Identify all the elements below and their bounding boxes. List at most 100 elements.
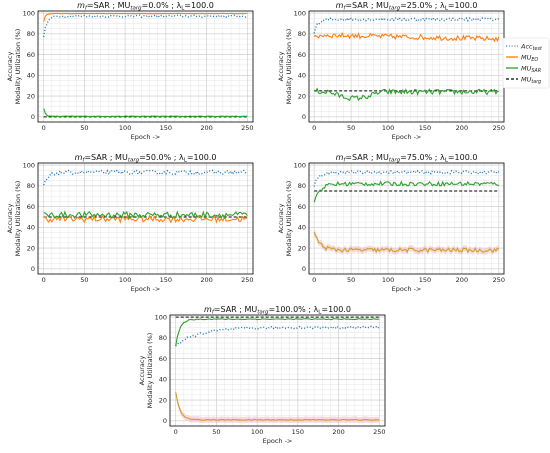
x-axis-label: Epoch -> [131,285,161,293]
x-tick-label: 0 [42,276,46,284]
x-tick-label: 50 [80,276,88,284]
y-axis-label: AccuracyModality Utilization (%) [6,29,22,105]
y-tick-label: 20 [298,92,306,100]
chart-title: mf=SAR ; MUtarg=25.0% ; λL=100.0 [336,1,478,12]
x-tick-label: 100 [119,124,131,132]
x-tick-label: 200 [456,276,468,284]
chart-panel-5: 0 50 100 150 200 250 0 20 40 60 80 100 mf=SAR ; MUta… [138,305,386,445]
y-tick-label: 80 [159,334,167,342]
y-tick-label: 0 [302,113,306,121]
plot-frame [37,10,254,123]
y-axis-label: AccuracyModality Utilization (%) [277,181,293,257]
y-tick-label: 80 [27,30,35,38]
x-tick-label: 100 [382,276,394,284]
y-tick-label: 100 [23,161,35,169]
x-axis-label: Epoch -> [392,285,422,293]
x-tick-label: 200 [332,428,344,436]
y-tick-label: 40 [298,72,306,80]
legend-label-mu_eo: MUEO [521,53,538,63]
y-tick-label: 100 [294,161,306,169]
x-tick-label: 0 [174,428,178,436]
plot-frame [37,162,254,275]
y-tick-label: 20 [27,244,35,252]
y-tick-label: 40 [27,72,35,80]
x-tick-label: 200 [200,276,212,284]
legend-label-acc_test: Acctest [520,42,543,52]
y-tick-label: 0 [31,265,35,273]
mu-sar-line [313,180,499,203]
x-tick-label: 50 [347,124,355,132]
x-tick-label: 250 [241,124,253,132]
y-tick-label: 40 [159,376,167,384]
chart-panel-2: 0 50 100 150 200 250 0 20 40 60 80 100 mf=SAR ; MUta… [277,1,505,141]
y-tick-label: 80 [27,182,35,190]
x-tick-label: 100 [251,428,263,436]
x-tick-label: 250 [493,124,505,132]
y-axis-label: AccuracyModality Utilization (%) [6,181,22,257]
mu-eo-line [175,392,380,421]
x-tick-label: 50 [347,276,355,284]
x-tick-label: 200 [456,124,468,132]
x-axis-label: Epoch -> [131,133,161,141]
y-tick-label: 0 [31,113,35,121]
chart-title: mf=SAR ; MUtarg=75.0% ; λL=100.0 [336,153,478,164]
y-tick-label: 20 [27,92,35,100]
x-tick-label: 0 [42,124,46,132]
y-axis-label: AccuracyModality Utilization (%) [277,29,293,105]
y-tick-label: 100 [23,9,35,17]
y-tick-label: 60 [27,203,35,211]
plot-frame [308,162,505,275]
y-tick-label: 60 [27,51,35,59]
y-tick-label: 100 [294,9,306,17]
mu-eo-line [43,214,248,224]
y-tick-label: 60 [298,203,306,211]
y-tick-label: 80 [298,182,306,190]
x-tick-label: 100 [382,124,394,132]
x-tick-label: 150 [419,276,431,284]
x-tick-label: 250 [373,428,385,436]
y-tick-label: 100 [155,313,167,321]
x-axis-label: Epoch -> [392,133,422,141]
x-tick-label: 0 [312,124,316,132]
acc-test-line [43,14,248,38]
y-tick-label: 60 [298,51,306,59]
chart-title: mf=SAR ; MUtarg=50.0% ; λL=100.0 [75,153,217,164]
x-tick-label: 50 [212,428,220,436]
legend-label-mu_targ: MUtarg [521,75,541,85]
mu-sar-line [175,318,380,347]
y-tick-label: 20 [159,396,167,404]
x-tick-label: 150 [160,124,172,132]
chart-panel-3: 0 50 100 150 200 250 0 20 40 60 80 100 mf=SAR ; MUta… [6,153,254,293]
x-tick-label: 100 [119,276,131,284]
mu-eo-line [313,231,500,254]
y-tick-label: 40 [27,224,35,232]
acc-test-line [313,169,500,187]
mu-eo-line [43,12,248,22]
plot-frame [308,10,505,123]
variance-band [175,389,380,424]
legend-label-mu_sar: MUSAR [521,64,541,74]
y-axis-label: AccuracyModality Utilization (%) [138,333,154,409]
chart-panel-4: 0 50 100 150 200 250 0 20 40 60 80 100 mf=SAR ; MUta… [277,153,505,293]
chart-panel-1: 0 50 100 150 200 250 0 20 40 60 80 100 mf=SAR ; MUta… [6,1,254,141]
mu-sar-line [43,210,248,220]
y-tick-label: 60 [159,355,167,363]
mu-eo-line [313,31,500,43]
y-tick-label: 80 [298,30,306,38]
x-tick-label: 50 [80,124,88,132]
acc-test-line [43,169,248,186]
y-tick-label: 40 [298,224,306,232]
chart-title: mf=SAR ; MUtarg=100.0% ; λL=100.0 [204,305,351,316]
y-tick-label: 0 [163,417,167,425]
chart-title: mf=SAR ; MUtarg=0.0% ; λL=100.0 [77,1,214,12]
x-axis-label: Epoch -> [263,437,293,445]
legend-frame [502,37,550,89]
x-tick-label: 200 [200,124,212,132]
x-tick-label: 150 [160,276,172,284]
y-tick-label: 20 [298,244,306,252]
plot-frame [169,314,386,427]
mu-sar-line [313,87,499,102]
x-tick-label: 150 [292,428,304,436]
